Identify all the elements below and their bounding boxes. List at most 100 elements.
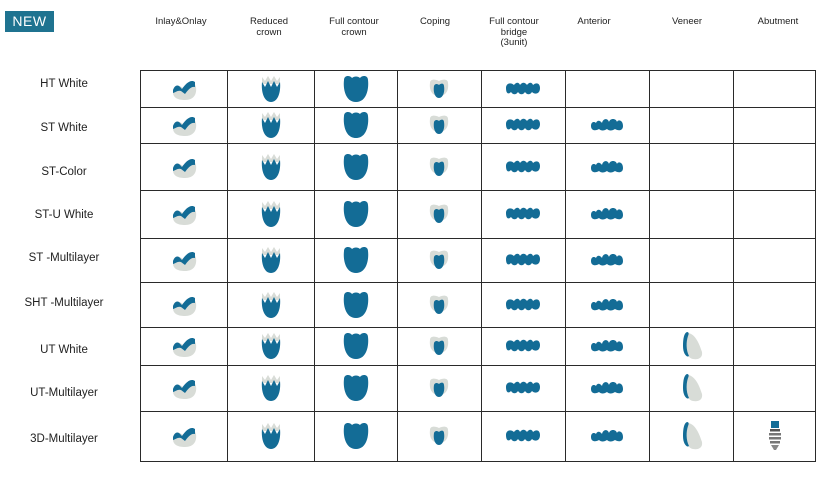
reduced-crown-icon: [261, 291, 280, 318]
anterior-icon: [591, 119, 623, 131]
grid-cell: [314, 70, 397, 107]
reduced-crown-icon: [261, 201, 280, 227]
coping-icon: [429, 204, 449, 223]
grid-cell: [481, 282, 565, 327]
grid-cell: [314, 107, 397, 143]
reduced-crown-icon: [261, 75, 280, 102]
full-crown-icon: [343, 291, 368, 318]
grid-cell: [227, 282, 314, 327]
grid-cell: [649, 238, 733, 282]
full-crown-icon: [343, 75, 368, 102]
full-crown-icon: [343, 200, 368, 227]
grid-cell: [140, 282, 227, 327]
coping-icon: [429, 250, 449, 269]
column-header-4: Full contour bridge (3unit): [489, 16, 539, 48]
anterior-icon: [591, 254, 623, 266]
grid-cell: [481, 411, 565, 461]
abutment-icon: [768, 421, 781, 450]
row-label: ST -Multilayer: [28, 252, 100, 264]
row-label: SHT -Multilayer: [24, 297, 104, 309]
reduced-crown-icon: [261, 375, 280, 401]
veneer-icon: [683, 332, 703, 360]
grid-cell: [140, 107, 227, 143]
grid-lines: [140, 70, 816, 462]
grid-cell: [397, 327, 481, 365]
column-header-5: Anterior: [577, 16, 611, 27]
grid-cell: [397, 190, 481, 238]
coping-icon: [429, 378, 449, 397]
grid-cell: [314, 143, 397, 190]
coping-icon: [429, 336, 449, 355]
grid-cell: [397, 282, 481, 327]
grid-cell: [649, 143, 733, 190]
inlay-onlay-icon: [172, 158, 196, 178]
grid-cell: [397, 365, 481, 411]
grid-cell: [733, 411, 816, 461]
grid-cell: [481, 365, 565, 411]
full-crown-icon: [343, 153, 368, 180]
grid-cell: [397, 238, 481, 282]
grid-cell: [140, 238, 227, 282]
row-label: 3D-Multilayer: [30, 433, 98, 445]
grid-cell: [314, 282, 397, 327]
anterior-icon: [591, 208, 623, 220]
grid-cell: [314, 327, 397, 365]
inlay-onlay-icon: [172, 337, 196, 357]
grid-cell: [733, 107, 816, 143]
grid-cell: [227, 238, 314, 282]
anterior-icon: [591, 382, 623, 394]
grid-cell: [397, 143, 481, 190]
inlay-onlay-icon: [172, 427, 196, 447]
grid-cell: [227, 411, 314, 461]
grid-cell: [649, 411, 733, 461]
grid-cell: [140, 70, 227, 107]
anterior-icon: [591, 430, 623, 442]
coping-icon: [429, 157, 449, 176]
bridge-icon: [506, 253, 540, 266]
veneer-icon: [683, 374, 703, 402]
row-label: ST White: [40, 122, 88, 134]
column-header-2: Full contour crown: [329, 16, 379, 38]
grid-cell: [481, 238, 565, 282]
inlay-onlay-icon: [172, 379, 196, 399]
grid-cell: [733, 190, 816, 238]
grid-cell: [227, 365, 314, 411]
full-crown-icon: [343, 111, 368, 138]
grid-cell: [140, 143, 227, 190]
column-header-7: Abutment: [757, 16, 799, 27]
grid-cell: [733, 238, 816, 282]
grid-cell: [649, 282, 733, 327]
grid-cell: [314, 238, 397, 282]
coping-icon: [429, 79, 449, 98]
bridge-icon: [506, 381, 540, 394]
bridge-icon: [506, 82, 540, 94]
grid-cell: [649, 70, 733, 107]
column-header-0: Inlay&Onlay: [155, 16, 207, 27]
reduced-crown-icon: [261, 153, 280, 180]
grid-cell: [481, 143, 565, 190]
grid-cell: [140, 365, 227, 411]
full-crown-icon: [343, 374, 368, 401]
new-badge: NEW: [5, 11, 54, 32]
full-crown-icon: [343, 332, 368, 359]
grid-cell: [314, 190, 397, 238]
grid-cell: [565, 107, 649, 143]
anterior-icon: [591, 298, 623, 310]
grid-cell: [397, 70, 481, 107]
full-crown-icon: [343, 422, 368, 449]
bridge-icon: [506, 298, 540, 310]
reduced-crown-icon: [261, 423, 280, 449]
grid-cell: [649, 327, 733, 365]
grid-cell: [314, 411, 397, 461]
column-header-3: Coping: [419, 16, 451, 27]
grid-cell: [314, 365, 397, 411]
inlay-onlay-icon: [172, 296, 196, 316]
reduced-crown-icon: [261, 247, 280, 273]
grid-cell: [481, 107, 565, 143]
product-grid: [140, 70, 816, 462]
bridge-icon: [506, 207, 540, 220]
row-label: ST-U White: [34, 209, 94, 221]
bridge-icon: [506, 118, 540, 131]
column-header-1: Reduced crown: [249, 16, 289, 38]
coping-icon: [429, 295, 449, 314]
